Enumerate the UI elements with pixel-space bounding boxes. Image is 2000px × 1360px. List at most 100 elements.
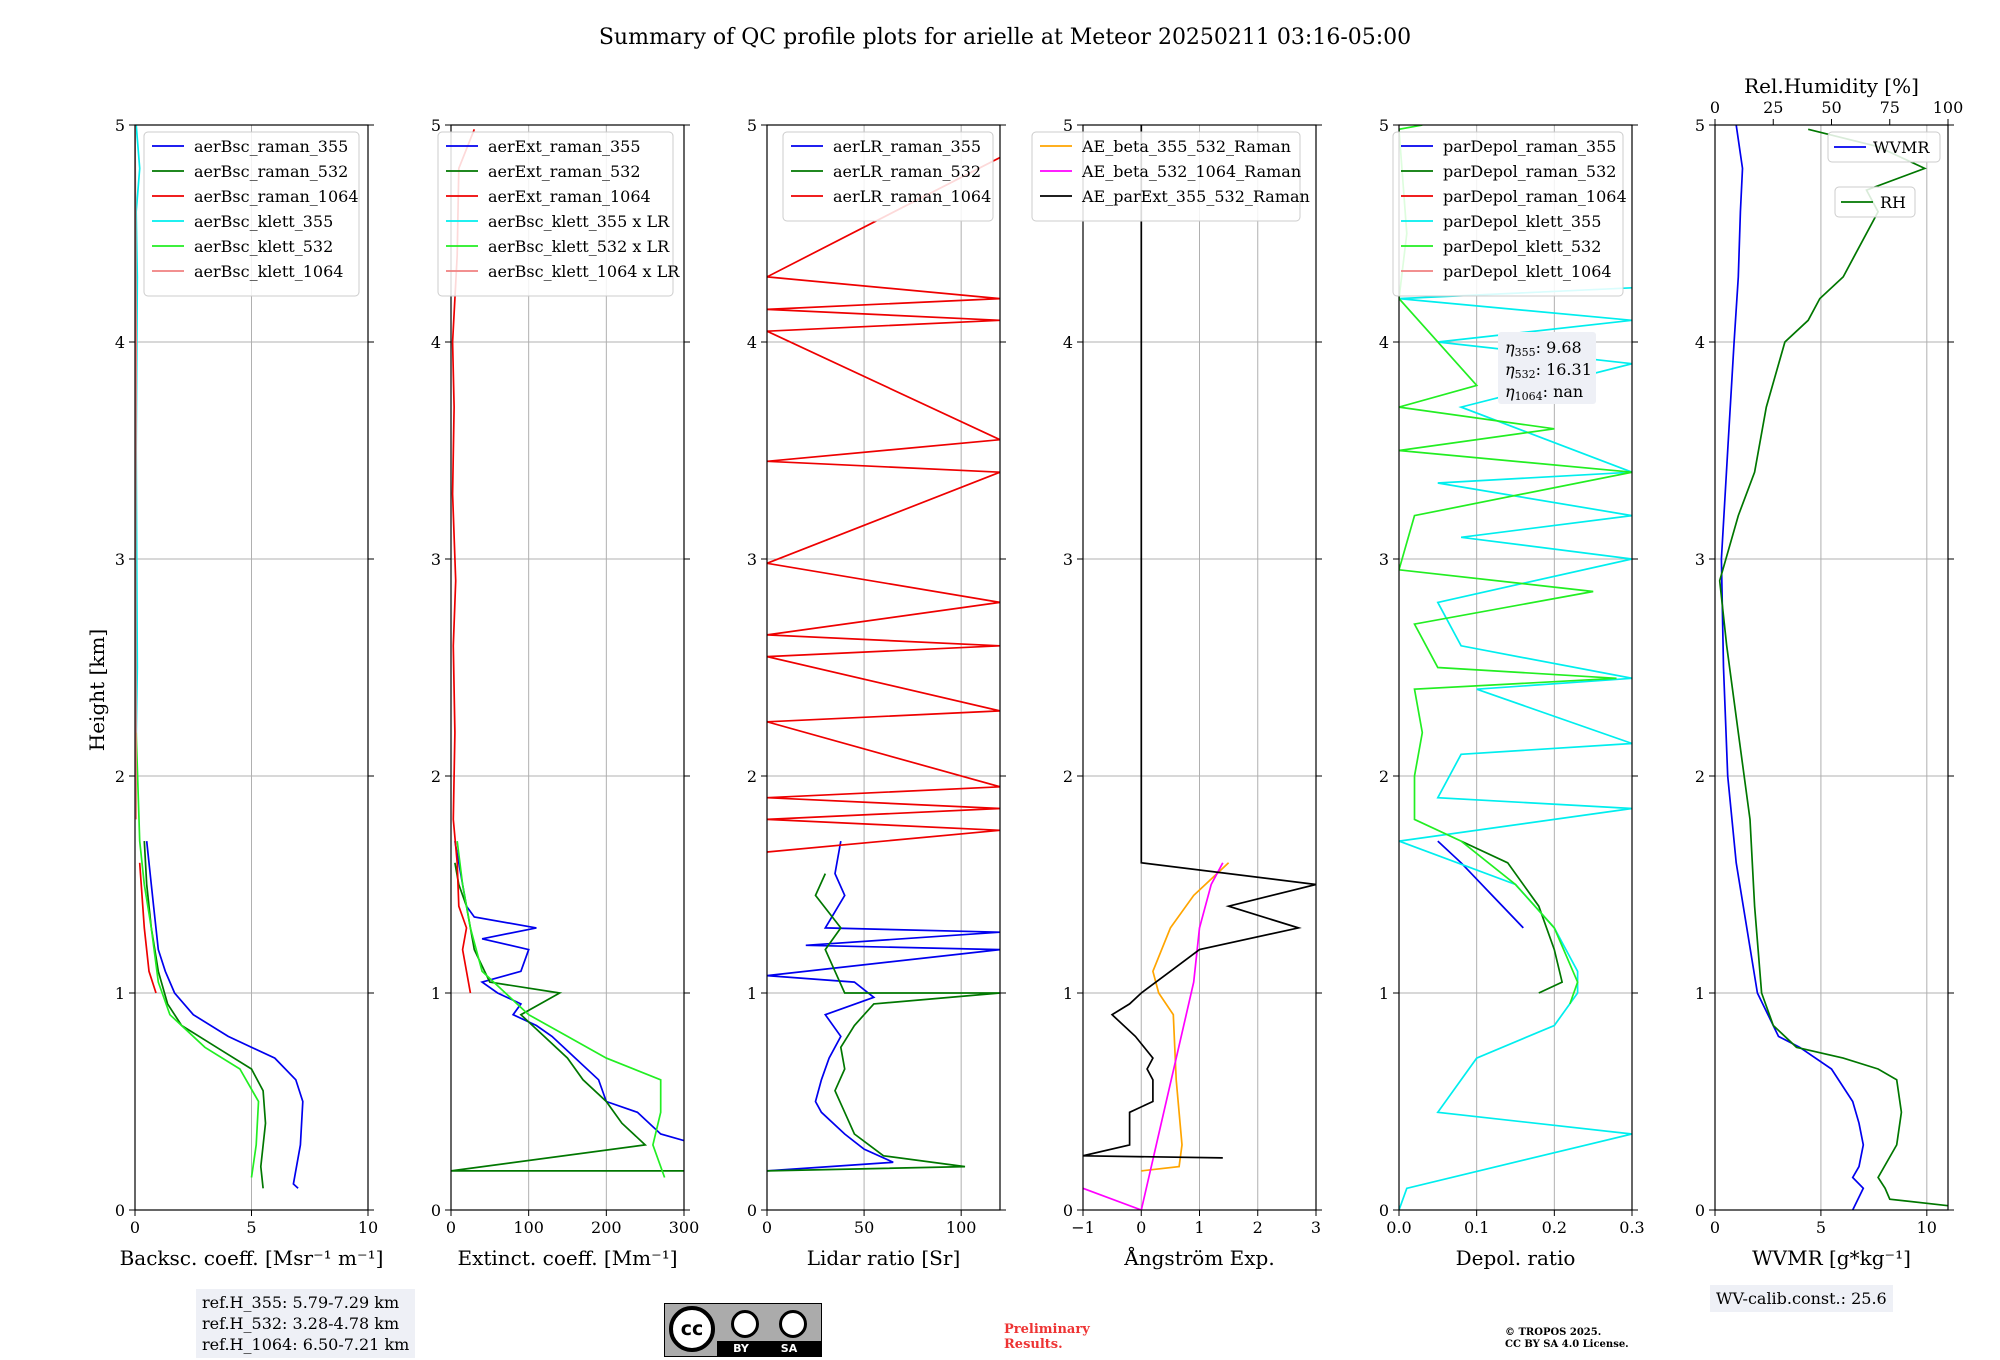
legend-entry: aerBsc_klett_1064 x LR [488,262,680,281]
x-tick-label: 100 [513,1218,544,1237]
x-tick-label: 200 [591,1218,622,1237]
x2-tick-label: 25 [1763,98,1783,117]
preliminary-line-2: Results. [1004,1337,1063,1352]
legend-entry: aerBsc_raman_532 [194,162,348,181]
legend-box [1827,131,1941,163]
series-line-WVMR [1720,125,1865,1210]
series-line-aerBsc_klett_532 [135,732,260,1178]
series-line-AE_beta_355_532_Raman [1141,862,1230,1172]
series-line-aerLR_raman_1064 [767,156,1000,853]
x-axis-label: WVMR [g*kg⁻¹] [1752,1246,1911,1270]
y-tick-label: 3 [747,550,757,569]
legend: AE_beta_355_532_Raman AE_beta_532_1064_Ra… [1031,131,1310,222]
x-tick-label: 10 [1917,1218,1937,1237]
y-tick-label: 0 [115,1201,125,1220]
x-tick-label: 5 [246,1218,256,1237]
y-tick-label: 3 [431,550,441,569]
preliminary-note: Preliminary Results. [1004,1322,1090,1352]
legend-entry: WVMR [1873,138,1930,157]
figure-title: Summary of QC profile plots for arielle … [599,25,1411,50]
x-tick-label: 0 [1136,1218,1146,1237]
axes-frame [450,124,685,1211]
x-tick-label: 0 [446,1218,456,1237]
legend-entry: aerBsc_raman_1064 [194,187,359,206]
series-group [767,156,1000,1172]
legend: aerBsc_raman_355 aerBsc_raman_532 aerBsc_r… [143,131,360,297]
x-tick-label: 3 [1311,1218,1321,1237]
legend-entry: aerExt_raman_532 [488,162,641,181]
eta-355: η355: 9.68 [1505,338,1582,359]
copyright-note: © TROPOS 2025. CC BY SA 4.0 License. [1505,1327,1629,1351]
eta-box-bg [1498,332,1596,404]
legend-box [143,131,360,297]
series-group [135,125,304,1189]
eta-1064: η1064: nan [1505,382,1583,403]
series-group [1399,125,1632,1210]
x-tick-label: 0.3 [1619,1218,1644,1237]
series-line-aerExt_raman_355 [454,840,684,1142]
panel-3: 0 50 100 0 1 2 3 4 5 Lidar ratio [Sr] aerLR_raman_… [747,116,1006,1270]
legend-box [1834,186,1916,218]
legend-entry: aerBsc_klett_532 [194,237,333,256]
panel-5: 0.0 0.1 0.2 0.3 0 1 2 3 4 5 Depol. ratio parDepol_r… [1379,116,1645,1270]
y-tick-label: 0 [1063,1201,1073,1220]
series-line-aerBsc_klett_532 x LR [456,840,666,1178]
legend-entry: aerExt_raman_355 [488,137,641,156]
preliminary-line-1: Preliminary [1004,1322,1090,1337]
x2-tick-label: 0 [1710,98,1720,117]
legend: aerLR_raman_355 aerLR_raman_532 aerLR_rama… [782,131,994,222]
cc-by-label: BY [733,1342,749,1355]
series-line-parDepol_raman_355 [1437,840,1524,929]
y-tick-label: 5 [1379,116,1389,135]
x-axis-label: Ångström Exp. [1123,1245,1274,1270]
eta-532: η532: 16.31 [1505,360,1592,381]
copyright-line-2: CC BY SA 4.0 License. [1505,1339,1629,1350]
y-tick-label: 4 [431,333,441,352]
legend-box [782,131,994,222]
series-line-parDepol_klett_532 [1399,125,1632,1005]
legend-entry: aerBsc_klett_532 x LR [488,237,670,256]
legend-entry: AE_parExt_355_532_Raman [1081,187,1310,206]
y-tick-label: 4 [747,333,757,352]
panel-1: 0 5 10 0 1 2 3 4 5 Backsc. coeff. [Msr⁻¹ m⁻¹] aerB… [115,116,384,1270]
legend-entry: parDepol_raman_1064 [1443,187,1627,206]
ref-height-box: ref.H_355: 5.79-7.29 km ref.H_532: 3.28-… [196,1289,416,1358]
y-tick-label: 3 [1695,550,1705,569]
series-line-AE_beta_532_1064_Raman [1083,862,1224,1210]
series-line-aerLR_raman_532 [767,873,1000,1172]
y-tick-label: 5 [431,116,441,135]
legend-entry: aerExt_raman_1064 [488,187,651,206]
y-tick-label: 3 [115,550,125,569]
axes-frame [1398,124,1633,1211]
y-tick-label: 0 [747,1201,757,1220]
x-tick-label: 0 [762,1218,772,1237]
series-line-aerBsc_raman_1064 [138,862,157,994]
x2-tick-label: 75 [1880,98,1900,117]
y-tick-label: 2 [1063,767,1073,786]
x2-tick-label: 100 [1933,98,1964,117]
y-tick-label: 1 [1379,984,1389,1003]
x-tick-label: 10 [358,1218,378,1237]
ref-height-1064: ref.H_1064: 6.50-7.21 km [202,1335,410,1354]
x-tick-label: 1 [1194,1218,1204,1237]
series-group [1718,125,1948,1210]
wv-calib-box: WV-calib.const.: 25.6 [1710,1285,1893,1312]
series-group [1083,125,1316,1210]
x-tick-label: 0 [130,1218,140,1237]
x-tick-label: 50 [854,1218,874,1237]
series-group [451,128,684,1178]
y-tick-label: 2 [115,767,125,786]
x-tick-label: 5 [1816,1218,1826,1237]
series-line-parDepol_klett_355 [1399,286,1632,1210]
series-line-AE_parExt_355_532_Raman [1083,125,1316,1159]
x-tick-label: 0 [1710,1218,1720,1237]
y-tick-label: 5 [1063,116,1073,135]
legend-box [1392,131,1624,297]
series-line-aerBsc_klett_1064 [135,125,138,820]
y-tick-label: 1 [1695,984,1705,1003]
legend-entry: parDepol_raman_355 [1443,137,1616,156]
x-tick-label: 0.2 [1542,1218,1567,1237]
sa-share-icon [779,1310,807,1338]
y-tick-label: 1 [747,984,757,1003]
